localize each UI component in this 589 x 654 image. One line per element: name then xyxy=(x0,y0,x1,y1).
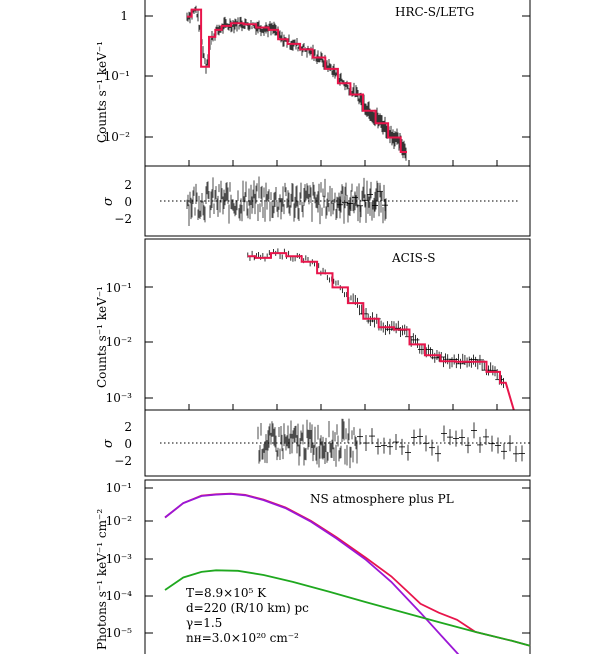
acis-resid-points xyxy=(257,418,525,469)
hrc-resid-ytick-0: 0 xyxy=(124,195,132,209)
hrc-resid-y-label: σ xyxy=(101,196,116,206)
acis-ytick-0.001: 10⁻³ xyxy=(106,391,133,405)
model-curves xyxy=(164,492,531,654)
hrc-resid-panel: 2 0 −2 σ xyxy=(101,165,531,237)
acis-ytick-0.1: 10⁻¹ xyxy=(106,281,132,295)
hrc-resid-ytick-2: 2 xyxy=(124,178,132,192)
model-ytick-1e-1: 10⁻¹ xyxy=(106,481,132,495)
param-distance: d=220 (R/10 km) pc xyxy=(186,601,309,615)
hrc-ytick-0.1: 10⁻¹ xyxy=(104,69,130,83)
hrc-y-axis-label: Counts s⁻¹ keV⁻¹ xyxy=(95,41,109,143)
hrc-resid-ytick-m2: −2 xyxy=(114,212,132,226)
param-nh: nʜ=3.0×10²⁰ cm⁻² xyxy=(186,631,299,645)
model-ytick-1e-3: 10⁻³ xyxy=(106,552,133,566)
model-series-powerlaw xyxy=(164,569,531,647)
acis-y-axis-label: Counts s⁻¹ keV⁻¹ xyxy=(95,286,109,388)
acis-model-line xyxy=(247,252,515,411)
acis-resid-ytick-m2: −2 xyxy=(114,454,132,468)
acis-ytick-0.01: 10⁻² xyxy=(106,335,133,349)
hrc-resid-points xyxy=(186,176,388,227)
acis-panel-label: ACIS-S xyxy=(391,251,436,265)
acis-resid-y-label: σ xyxy=(101,438,116,448)
model-ytick-1e-4: 10⁻⁴ xyxy=(106,589,133,603)
param-gamma: γ=1.5 xyxy=(186,616,222,630)
acis-resid-frame xyxy=(144,409,531,477)
acis-tick-marks xyxy=(145,286,530,410)
model-plot-frame xyxy=(144,479,531,654)
model-panel: NS atmosphere plus PL 10⁻¹ 10⁻² 10⁻³ 10⁻… xyxy=(95,479,531,654)
param-temperature: T=8.9×10⁵ K xyxy=(186,586,267,600)
acis-resid-panel: 2 0 −2 σ xyxy=(101,409,531,477)
hrc-ytick-0.01: 10⁻² xyxy=(104,130,131,144)
model-ytick-1e-2: 10⁻² xyxy=(106,514,133,528)
acis-plot-frame xyxy=(144,238,531,411)
hrc-model-line xyxy=(187,8,407,153)
hrc-ytick-1: 1 xyxy=(120,9,128,23)
model-tick-marks xyxy=(145,487,530,634)
model-ytick-1e-5: 10⁻⁵ xyxy=(106,626,133,640)
hrc-panel: HRC-S/LETG 1 10⁻¹ 10⁻² Counts s⁻¹ keV⁻¹ xyxy=(95,0,531,167)
acis-resid-ytick-2: 2 xyxy=(124,420,132,434)
model-series-ns_atmosphere xyxy=(164,492,460,654)
acis-panel: ACIS-S 10⁻¹ 10⁻² 10⁻³ Counts s⁻¹ keV⁻¹ xyxy=(95,238,531,411)
model-panel-label: NS atmosphere plus PL xyxy=(310,492,454,506)
hrc-tick-marks xyxy=(145,15,530,166)
model-y-axis-label: Photons s⁻¹ keV⁻¹ cm⁻² xyxy=(95,509,109,650)
acis-resid-ytick-0: 0 xyxy=(124,437,132,451)
hrc-resid-frame xyxy=(144,165,531,237)
hrc-panel-label: HRC-S/LETG xyxy=(395,5,474,19)
